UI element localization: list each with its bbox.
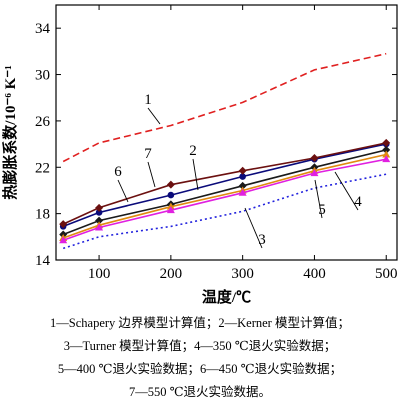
- series-7-point: [238, 166, 247, 175]
- series-4-point: [382, 145, 391, 154]
- curve-label-7: 7: [144, 146, 152, 162]
- curve-2-leader: [192, 158, 199, 191]
- series-2-point: [239, 173, 246, 180]
- y-tick-label: 18: [35, 207, 50, 223]
- curve-5-leader: [314, 179, 323, 219]
- y-tick-label: 34: [35, 21, 51, 37]
- series-4-point: [95, 216, 104, 225]
- curve-label-5: 5: [318, 202, 326, 218]
- curve-7-leader: [147, 161, 156, 188]
- series-5-line: [62, 153, 387, 239]
- curve-4-leader: [334, 171, 359, 211]
- series-6-point: [59, 236, 68, 244]
- series-7-point: [59, 220, 68, 229]
- curve-label-3: 3: [258, 232, 266, 248]
- chart-legend: 1—Schapery 边界模型计算值；2—Kerner 模型计算值； 3—Tur…: [0, 315, 400, 400]
- curve-6-leader: [117, 179, 129, 203]
- x-tick-label: 500: [375, 266, 398, 282]
- y-tick-label: 30: [35, 68, 50, 84]
- series-6-point: [382, 155, 391, 163]
- series-2-point: [167, 191, 175, 199]
- series-1-line: [62, 52, 387, 163]
- plot-frame: [55, 4, 398, 261]
- y-tick-label: 22: [35, 160, 50, 176]
- curve-label-4: 4: [354, 194, 362, 210]
- series-6-point: [310, 169, 319, 177]
- series-7-point: [382, 138, 391, 147]
- y-tick-label: 26: [35, 114, 51, 130]
- x-tick-label: 400: [303, 266, 326, 282]
- x-tick-label: 100: [88, 266, 111, 282]
- curve-1-leader: [147, 107, 161, 125]
- y-axis-label: 热膨胀系数/10⁻⁶ K⁻¹: [1, 65, 19, 199]
- x-tick-label: 300: [231, 266, 254, 282]
- curve-label-6: 6: [114, 164, 122, 180]
- x-tick-label: 200: [160, 266, 183, 282]
- series-5-point: [382, 150, 391, 158]
- series-7-line: [62, 142, 387, 225]
- series-7-point: [166, 180, 175, 189]
- legend-line-3: 5—400 ℃退火实验数据；6—450 ℃退火实验数据；: [57, 362, 343, 376]
- series-4-point: [238, 181, 247, 190]
- series-6-point: [95, 223, 104, 231]
- legend-line-2: 3—Turner 模型计算值；4—350 ℃退火实验数据；: [63, 339, 337, 353]
- legend-line-4: 7—550 ℃退火实验数据。: [128, 385, 272, 399]
- series-2-line: [62, 143, 387, 228]
- legend-line-1: 1—Schapery 边界模型计算值；2—Kerner 模型计算值；: [50, 316, 350, 330]
- series-6-point: [238, 188, 247, 196]
- y-tick-label: 14: [35, 253, 51, 269]
- series-6-point: [166, 206, 175, 214]
- x-axis-label: 温度/℃: [202, 288, 251, 306]
- series-2-point: [95, 209, 103, 216]
- curve-label-1: 1: [144, 92, 152, 108]
- series-7-point: [310, 154, 319, 162]
- series-4-line: [62, 149, 387, 236]
- curve-3-leader: [244, 207, 263, 249]
- series-3-line: [62, 173, 387, 250]
- curve-label-2: 2: [189, 143, 197, 159]
- series-6-line: [62, 158, 387, 242]
- series-7-point: [95, 203, 104, 212]
